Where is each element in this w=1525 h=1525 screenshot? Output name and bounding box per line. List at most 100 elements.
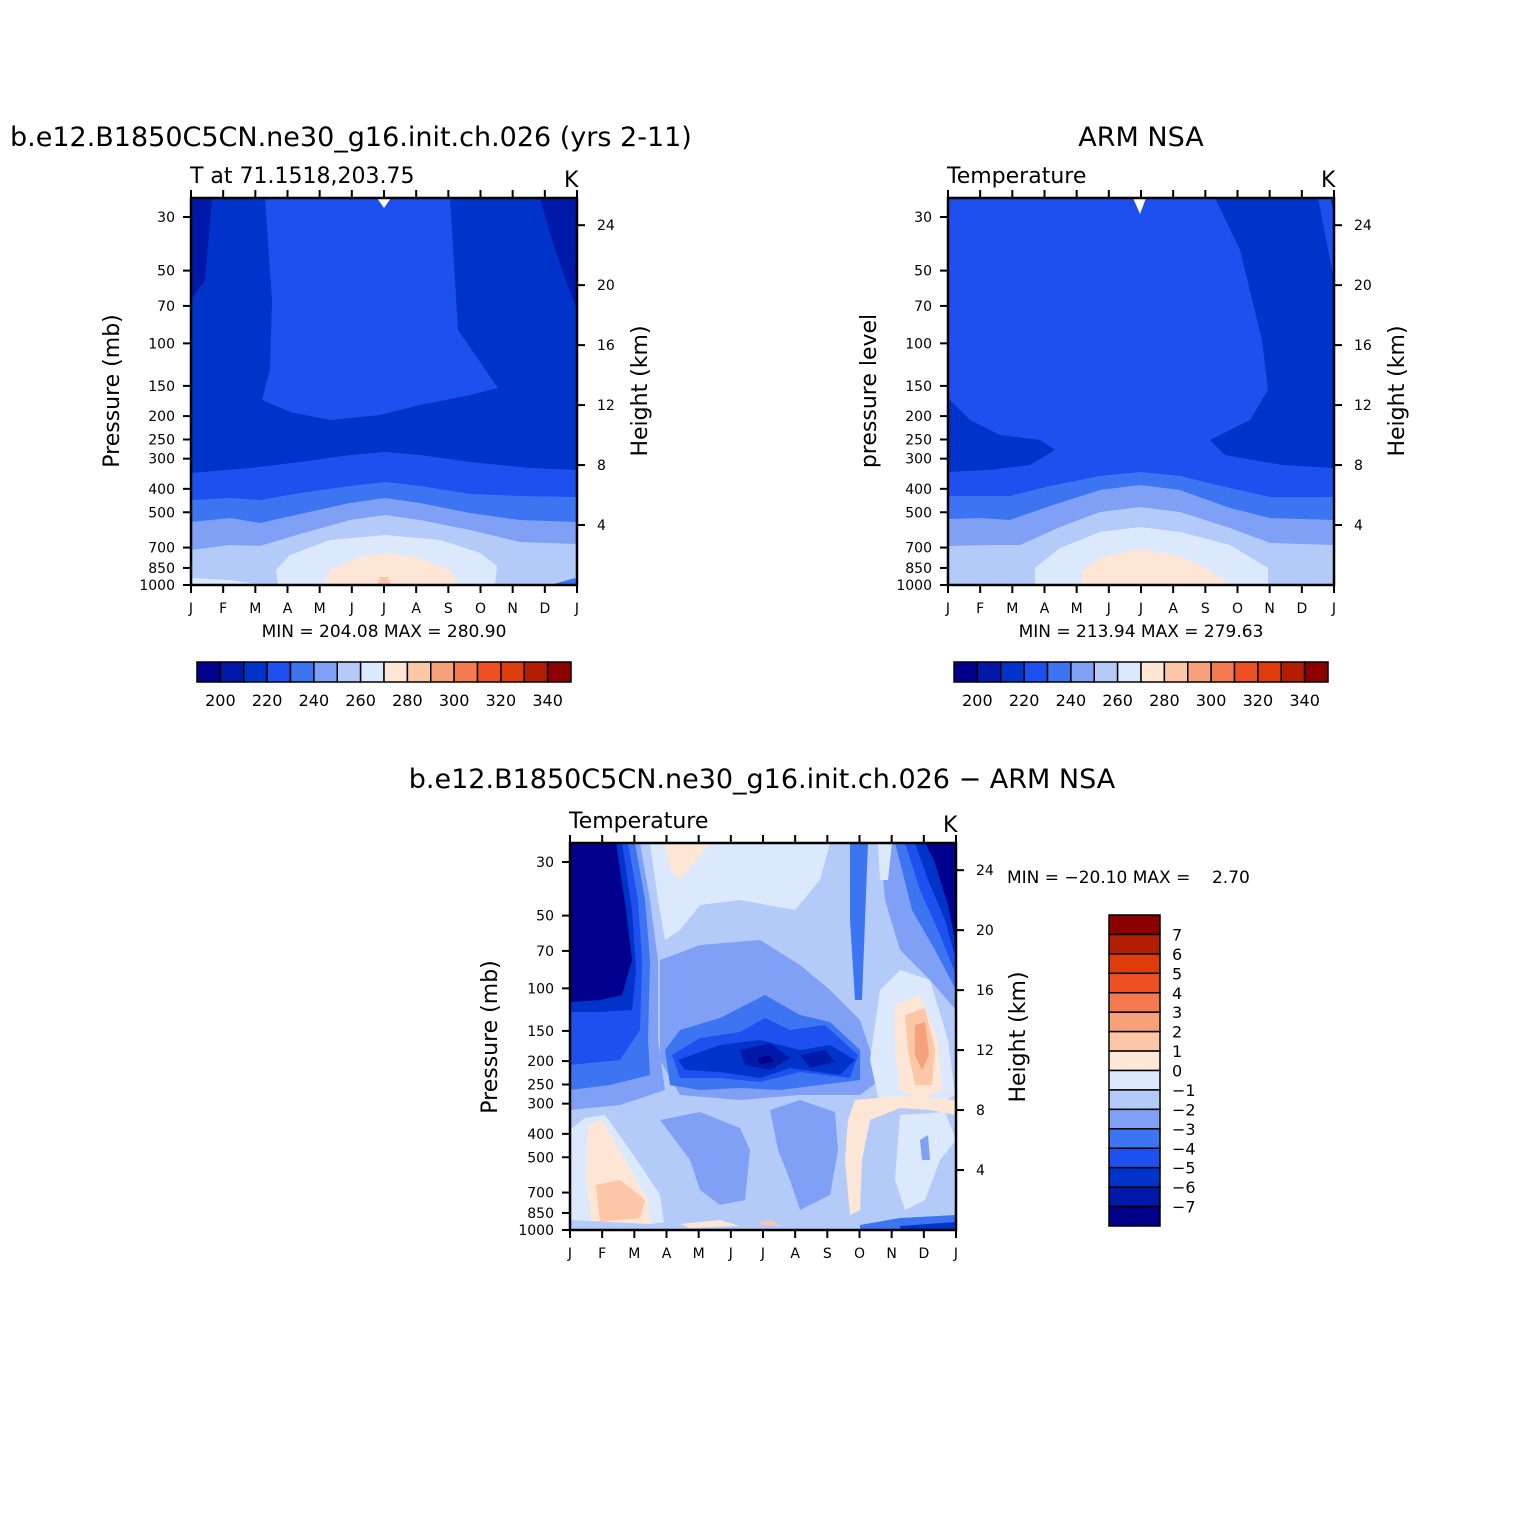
- panel-diff-colorbar-label: 5: [1172, 964, 1182, 983]
- panel-diff-ytick-label: 700: [527, 1186, 554, 1202]
- panel-model-xtick-label: S: [444, 601, 453, 617]
- panel-diff-colorbar-label: −6: [1172, 1178, 1196, 1197]
- panel-diff-colorbar-swatch: [1108, 1166, 1161, 1188]
- panel-diff-ytick-label: 250: [527, 1078, 554, 1094]
- panel-diff-xtick-label: O: [854, 1246, 865, 1262]
- panel-model-ytick-label: 50: [157, 264, 175, 280]
- panel-diff-xtick-label: A: [662, 1246, 672, 1262]
- panel-diff-ytick-label: 150: [527, 1024, 554, 1040]
- panel-diff-xtick-label: J: [760, 1246, 765, 1262]
- panel-diff-xtick-label: J: [728, 1246, 733, 1262]
- panel-diff-colorbar-label: −7: [1172, 1198, 1196, 1217]
- panel-obs-ytick-label: 250: [905, 433, 932, 449]
- panel-model-ytick-label: 70: [157, 299, 175, 315]
- panel-model-ylabel: Pressure (mb): [100, 314, 125, 468]
- panel-model-axes: J F M A M J J A S O N D J 30 50 70 100 150 200 250 300 400 500…: [139, 190, 615, 617]
- panel-model-colorbar-swatch: [430, 661, 455, 683]
- panel-model-colorbar-swatch: [546, 661, 572, 683]
- panel-obs-ytick-label: 1000: [896, 578, 932, 594]
- panel-model-xtick-label: O: [475, 601, 486, 617]
- panel-obs-ytick-label: 70: [914, 299, 932, 315]
- panel-model-colorbar-swatch: [500, 661, 525, 683]
- panel-obs-colorbar-swatch: [1116, 661, 1142, 683]
- panel-obs-colorbar-swatch: [1023, 661, 1049, 683]
- panel-diff-title: b.e12.B1850C5CN.ne30_g16.init.ch.026 − A…: [409, 764, 1116, 795]
- panel-model-xtick-label: D: [539, 601, 550, 617]
- panel-diff-colorbar-swatch: [1108, 1186, 1161, 1208]
- panel-model: b.e12.B1850C5CN.ne30_g16.init.ch.026 (yr…: [10, 122, 692, 710]
- panel-diff-colorbar-label: 7: [1172, 925, 1182, 944]
- panel-diff-xtick-label: A: [790, 1246, 800, 1262]
- panel-diff-colorbar-label: 6: [1172, 945, 1182, 964]
- panel-model-colorbar-label: 320: [486, 691, 517, 710]
- panel-model-ytick-label: 700: [148, 541, 175, 557]
- panel-obs-colorbar-label: 320: [1243, 691, 1274, 710]
- panel-obs-ylabel-right: Height (km): [1385, 325, 1410, 456]
- panel-obs-xtick-label: J: [1331, 601, 1336, 617]
- panel-diff-colorbar-swatch: [1108, 933, 1161, 955]
- panel-obs-colorbar-swatch: [1140, 661, 1166, 683]
- panel-obs-xtick-label: J: [945, 601, 950, 617]
- panel-model-ytick-label: 400: [148, 482, 175, 498]
- panel-model-ytick-label: 300: [148, 452, 175, 468]
- panel-obs-ytick-right-label: 20: [1354, 278, 1372, 294]
- panel-model-colorbar-swatch: [243, 661, 268, 683]
- panel-model-ylabel-right: Height (km): [628, 325, 653, 456]
- panel-diff-ytick-label: 100: [527, 981, 554, 997]
- panel-diff-ytick-label: 300: [527, 1097, 554, 1113]
- panel-model-xtick-label: N: [507, 601, 517, 617]
- panel-obs-ytick-right-label: 16: [1354, 338, 1372, 354]
- panel-obs-xtick-label: S: [1201, 601, 1210, 617]
- panel-model-ytick-right-label: 8: [597, 458, 606, 474]
- panel-diff-colorbar-label: −3: [1172, 1120, 1196, 1139]
- panel-diff-ylabel: Pressure (mb): [478, 960, 503, 1114]
- panel-model-xtick-label: J: [574, 601, 579, 617]
- panel-diff-ytick-right-label: 24: [976, 863, 994, 879]
- panel-obs-ytick-label: 850: [905, 561, 932, 577]
- panel-obs-ytick-right-label: 12: [1354, 398, 1372, 414]
- panel-model-colorbar-label: 300: [439, 691, 470, 710]
- panel-obs-xtick-label: M: [1071, 601, 1083, 617]
- panel-model-colorbar-swatch: [196, 661, 222, 683]
- panel-model-xtick-label: A: [283, 601, 293, 617]
- panel-diff-colorbar-label: −1: [1172, 1081, 1196, 1100]
- panel-diff-xtick-label: S: [823, 1246, 832, 1262]
- panel-model-colorbar-swatch: [523, 661, 549, 683]
- panel-diff-colorbar-swatch: [1108, 1128, 1161, 1149]
- panel-model-ytick-label: 1000: [139, 578, 175, 594]
- panel-model-colorbar-swatch: [359, 661, 385, 683]
- panel-obs-colorbar-label: 260: [1102, 691, 1133, 710]
- panel-obs-colorbar-label: 200: [962, 691, 993, 710]
- panel-diff-ytick-label: 50: [536, 909, 554, 925]
- panel-diff-colorbar-label: 0: [1172, 1062, 1182, 1081]
- panel-obs-colorbar-label: 240: [1056, 691, 1087, 710]
- panel-model-xtick-label: J: [349, 601, 354, 617]
- panel-diff-colorbar-label: 3: [1172, 1003, 1182, 1022]
- panel-obs-colorbar: 200 220 240 260 280 300 320 340: [953, 661, 1329, 710]
- panel-model-colorbar-label: 340: [532, 691, 563, 710]
- panel-diff-ytick-right-label: 16: [976, 983, 994, 999]
- panel-obs-colorbar-label: 280: [1149, 691, 1180, 710]
- panel-model-units: K: [564, 168, 579, 193]
- panel-diff-colorbar-swatch: [1108, 914, 1161, 936]
- panel-obs-colorbar-swatch: [953, 661, 979, 683]
- panel-diff-colorbar-swatch: [1108, 992, 1161, 1013]
- panel-model-xtick-label: J: [381, 601, 386, 617]
- panel-diff-ytick-label: 30: [536, 855, 554, 871]
- panel-obs-xtick-label: F: [976, 601, 984, 617]
- panel-diff-colorbar-swatch: [1108, 1069, 1161, 1091]
- panel-diff-ytick-label: 400: [527, 1127, 554, 1143]
- panel-diff-subtitle: Temperature: [568, 809, 708, 834]
- panel-diff-ytick-label: 1000: [518, 1223, 554, 1239]
- panel-diff-ytick-label: 500: [527, 1150, 554, 1166]
- panel-obs-ytick-label: 700: [905, 541, 932, 557]
- panel-obs-ytick-label: 50: [914, 264, 932, 280]
- panel-model-colorbar-swatch: [453, 661, 479, 683]
- panel-obs-colorbar-label: 220: [1009, 691, 1040, 710]
- panel-model-colorbar-label: 260: [345, 691, 376, 710]
- panel-model-stats: MIN = 204.08 MAX = 280.90: [262, 622, 507, 642]
- panel-diff-ytick-right-label: 20: [976, 923, 994, 939]
- panel-diff-colorbar-swatch: [1108, 1205, 1161, 1227]
